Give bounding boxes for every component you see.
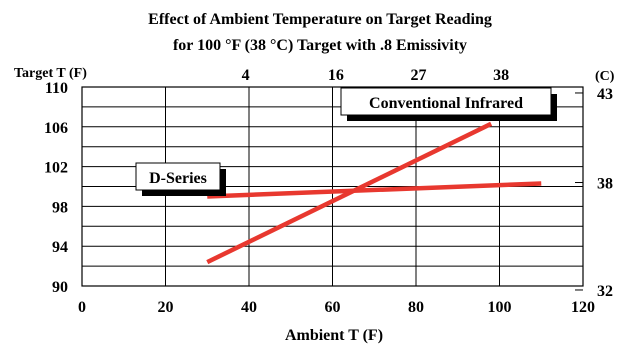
x-tick-label: 40 [241, 299, 257, 316]
x-axis-label: Ambient T (F) [285, 327, 383, 344]
x-tick-label: 100 [488, 299, 512, 316]
x-tick-label: 0 [78, 299, 86, 316]
chart-title: Effect of Ambient Temperature on Target … [148, 11, 492, 28]
y-axis-label-right: (C) [595, 69, 615, 84]
x-top-tick-label: 4 [242, 67, 250, 84]
y-tick-label: 94 [52, 239, 68, 256]
y-right-tick-label: 38 [597, 176, 613, 193]
x-top-tick-label: 38 [493, 67, 509, 84]
x-tick-label: 20 [158, 299, 174, 316]
chart-subtitle: for 100 °F (38 °C) Target with .8 Emissi… [173, 37, 467, 54]
y-right-tick-label: 32 [597, 283, 613, 300]
y-tick-label: 110 [45, 80, 68, 97]
y-tick-label: 106 [44, 120, 68, 137]
x-tick-label: 120 [571, 299, 595, 316]
x-tick-label: 80 [408, 299, 424, 316]
series-labels: Conventional Infrared D-Series [135, 87, 557, 196]
series-lines [206, 121, 542, 265]
tick-labels: 90 94 98 102 106 110 0 20 40 60 80 100 120 4 16 27 38 32 3… [44, 67, 613, 316]
y-tick-label: 90 [52, 279, 68, 296]
x-tick-label: 60 [325, 299, 341, 316]
series-label-box [135, 162, 221, 191]
series-line [207, 181, 542, 199]
plot-frame [81, 86, 584, 287]
y-tick-label: 102 [44, 160, 68, 177]
y-right-tick-label: 43 [597, 86, 613, 103]
series-label: D-Series [149, 170, 207, 187]
series-label: Conventional Infrared [369, 95, 523, 112]
y-tick-label: 98 [52, 199, 68, 216]
series-label-box [340, 87, 552, 116]
x-top-tick-label: 16 [328, 67, 344, 84]
x-top-tick-label: 27 [411, 67, 427, 84]
y-axis-label: Target T (F) [14, 66, 87, 81]
